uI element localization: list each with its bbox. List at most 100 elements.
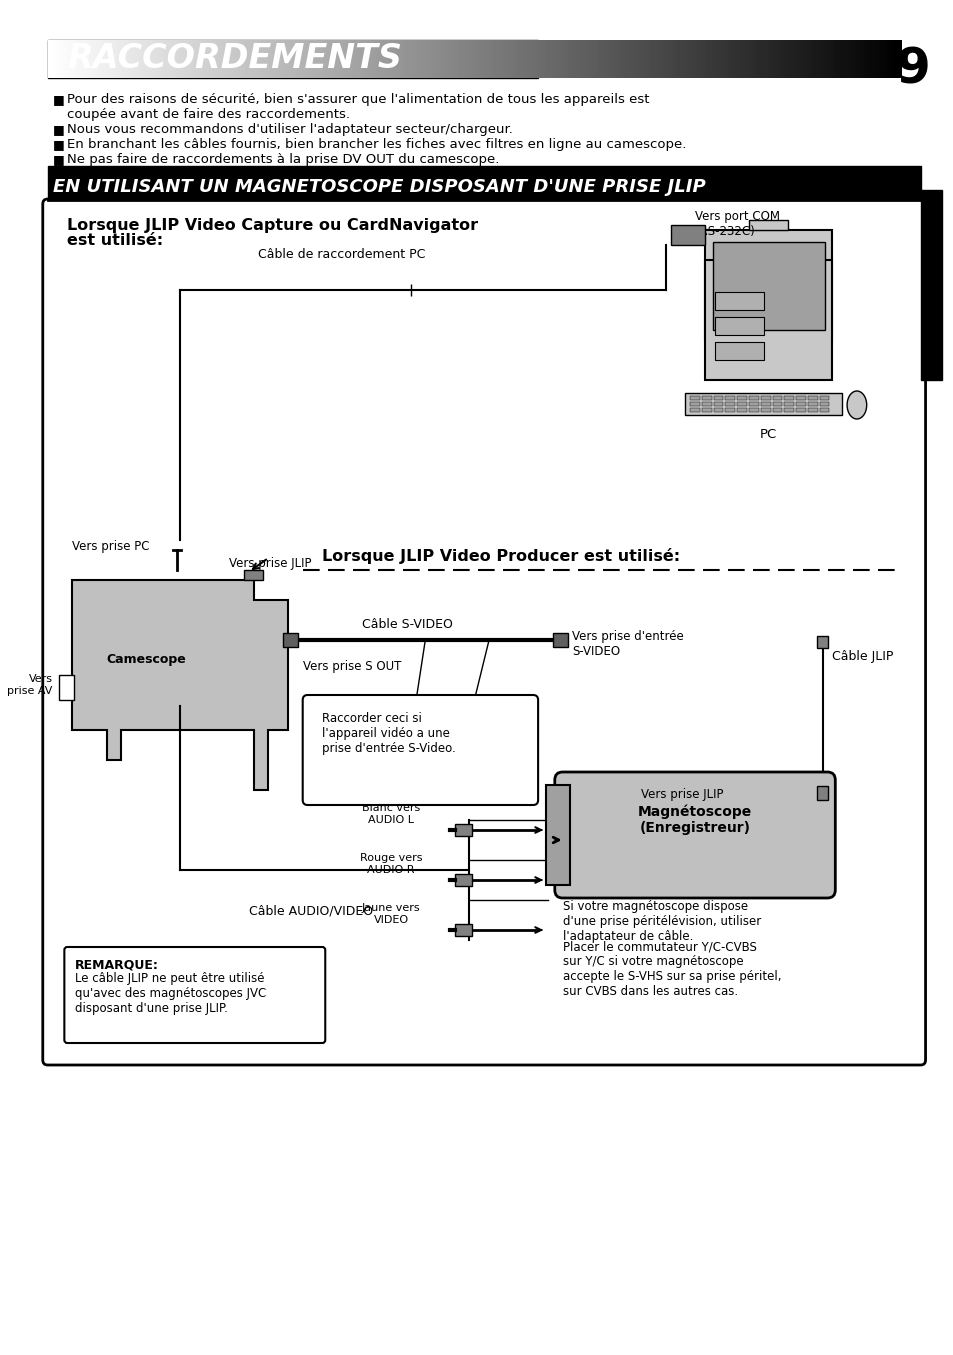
Bar [684, 393, 841, 415]
Bar [772, 408, 781, 412]
FancyBboxPatch shape [43, 199, 924, 1065]
Text: Pour des raisons de sécurité, bien s'assurer que l'alimentation de tous les appa: Pour des raisons de sécurité, bien s'ass… [68, 93, 649, 106]
Polygon shape [72, 580, 288, 790]
Bar [816, 635, 827, 648]
Text: Lorsque JLIP Video Capture ou CardNavigator: Lorsque JLIP Video Capture ou CardNaviga… [68, 218, 477, 233]
Text: Vers port COM
(RS-232C): Vers port COM (RS-232C) [695, 210, 780, 238]
Bar [701, 396, 711, 400]
Bar [772, 402, 781, 406]
Bar [48, 41, 537, 79]
Bar [783, 402, 793, 406]
Text: Câble JLIP: Câble JLIP [832, 650, 893, 663]
Bar [737, 408, 746, 412]
Text: Vers prise d'entrée
S-VIDEO: Vers prise d'entrée S-VIDEO [572, 630, 683, 659]
Bar [783, 408, 793, 412]
Text: Lorsque JLIP Video Producer est utilisé:: Lorsque JLIP Video Producer est utilisé: [322, 547, 679, 564]
Bar [455, 924, 472, 936]
Bar [689, 402, 700, 406]
Bar [689, 396, 700, 400]
Bar [920, 190, 942, 379]
Text: RACCORDEMENTS: RACCORDEMENTS [68, 42, 402, 75]
Text: En branchant les câbles fournis, bien brancher les fiches avec filtres en ligne : En branchant les câbles fournis, bien br… [68, 138, 686, 150]
Text: Blanc vers
AUDIO L: Blanc vers AUDIO L [361, 804, 419, 825]
Bar [724, 408, 735, 412]
FancyBboxPatch shape [555, 772, 835, 898]
Text: ■: ■ [52, 153, 64, 167]
Text: EN UTILISANT UN MAGNETOSCOPE DISPOSANT D'UNE PRISE JLIP: EN UTILISANT UN MAGNETOSCOPE DISPOSANT D… [52, 178, 704, 196]
Bar [819, 396, 828, 400]
Bar [748, 220, 787, 230]
Text: ■: ■ [52, 93, 64, 106]
Text: Le câble JLIP ne peut être utilisé
qu'avec des magnétoscopes JVC
disposant d'une: Le câble JLIP ne peut être utilisé qu'av… [75, 972, 266, 1015]
FancyBboxPatch shape [64, 947, 325, 1043]
Bar [795, 408, 805, 412]
Text: Nous vous recommandons d'utiliser l'adaptateur secteur/chargeur.: Nous vous recommandons d'utiliser l'adap… [68, 123, 513, 136]
Bar [819, 402, 828, 406]
Bar [724, 402, 735, 406]
Bar [704, 260, 832, 379]
Bar [455, 824, 472, 836]
Text: est utilisé:: est utilisé: [68, 233, 163, 248]
Bar [283, 633, 297, 646]
Bar [701, 408, 711, 412]
Bar [795, 396, 805, 400]
Bar [819, 408, 828, 412]
Text: Câble de raccordement PC: Câble de raccordement PC [258, 248, 425, 262]
Bar [807, 402, 817, 406]
Bar [59, 675, 74, 701]
Bar [701, 402, 711, 406]
Bar [712, 243, 823, 331]
Bar [737, 396, 746, 400]
Bar [714, 291, 763, 310]
Text: REMARQUE:: REMARQUE: [75, 958, 159, 972]
Bar [748, 402, 758, 406]
Bar [748, 396, 758, 400]
Text: Vers prise JLIP: Vers prise JLIP [229, 557, 312, 570]
Bar [714, 341, 763, 360]
Bar [737, 402, 746, 406]
Text: 9: 9 [895, 45, 929, 93]
Text: ■: ■ [52, 138, 64, 150]
Text: Placer le commutateur Y/C-CVBS
sur Y/C si votre magnétoscope
accepte le S-VHS su: Placer le commutateur Y/C-CVBS sur Y/C s… [562, 940, 781, 999]
Bar [713, 408, 722, 412]
Bar [244, 570, 263, 580]
Bar [760, 402, 770, 406]
Text: Magnétoscope
(Enregistreur): Magnétoscope (Enregistreur) [638, 805, 751, 835]
Bar [670, 225, 704, 245]
Text: Camescope: Camescope [106, 653, 186, 667]
Bar [772, 396, 781, 400]
Bar [455, 874, 472, 886]
FancyBboxPatch shape [302, 695, 537, 805]
Bar [714, 317, 763, 335]
Text: Ne pas faire de raccordements à la prise DV OUT du camescope.: Ne pas faire de raccordements à la prise… [68, 153, 499, 167]
Bar [807, 396, 817, 400]
Bar [713, 402, 722, 406]
Bar [545, 785, 570, 885]
Bar [704, 230, 832, 340]
Text: Vers
prise AV: Vers prise AV [8, 675, 52, 696]
Text: Rouge vers
AUDIO R: Rouge vers AUDIO R [359, 854, 422, 875]
Bar [795, 402, 805, 406]
Text: Jaune vers
VIDEO: Jaune vers VIDEO [361, 904, 420, 925]
Bar [713, 396, 722, 400]
Bar [689, 408, 700, 412]
Bar [760, 408, 770, 412]
Bar [783, 396, 793, 400]
Text: Si votre magnétoscope dispose
d'une prise péritélévision, utiliser
l'adaptateur : Si votre magnétoscope dispose d'une pris… [562, 900, 760, 943]
Bar [552, 633, 567, 646]
Bar [760, 396, 770, 400]
Bar [816, 786, 827, 799]
Ellipse shape [846, 392, 865, 419]
Text: PC: PC [760, 428, 777, 440]
Text: Câble AUDIO/VIDEO: Câble AUDIO/VIDEO [249, 905, 373, 917]
Text: Vers prise JLIP: Vers prise JLIP [640, 789, 722, 801]
Text: Vers prise PC: Vers prise PC [72, 541, 150, 553]
Bar [48, 167, 920, 198]
Text: Raccorder ceci si
l'appareil vidéo a une
prise d'entrée S-Video.: Raccorder ceci si l'appareil vidéo a une… [322, 711, 456, 755]
Text: Vers prise S OUT: Vers prise S OUT [302, 660, 400, 673]
Bar [807, 408, 817, 412]
Text: coupée avant de faire des raccordements.: coupée avant de faire des raccordements. [68, 108, 350, 121]
Text: Câble S-VIDEO: Câble S-VIDEO [361, 618, 452, 631]
Bar [748, 408, 758, 412]
Bar [724, 396, 735, 400]
